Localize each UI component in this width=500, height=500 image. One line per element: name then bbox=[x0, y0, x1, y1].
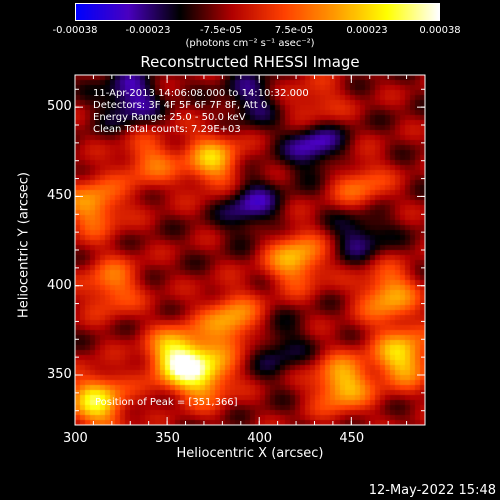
y-tick-label: 350 bbox=[47, 367, 72, 382]
colorbar-tick-label: -7.5e-05 bbox=[200, 25, 242, 36]
clean-counts-text: Clean Total counts: 7.29E+03 bbox=[93, 124, 241, 135]
colorbar-tick-label: -0.00023 bbox=[125, 25, 171, 36]
chart-title: Reconstructed RHESSI Image bbox=[140, 53, 360, 71]
rhessi-image bbox=[75, 75, 425, 425]
y-axis-label: Heliocentric Y (arcsec) bbox=[16, 172, 32, 318]
y-tick-label: 500 bbox=[47, 99, 72, 115]
y-tick-label: 450 bbox=[47, 188, 72, 204]
x-tick-label: 450 bbox=[339, 431, 365, 446]
colorbar bbox=[75, 3, 440, 21]
time-range-text: 11-Apr-2013 14:06:08.000 to 14:10:32.000 bbox=[93, 88, 309, 99]
colorbar-unit: (photons cm⁻² s⁻¹ asec⁻²) bbox=[185, 38, 315, 49]
x-tick-label: 400 bbox=[247, 431, 273, 446]
y-tick-label: 400 bbox=[47, 277, 72, 293]
peak-position-text: Position of Peak = [351,366] bbox=[95, 397, 238, 408]
footer-date: 12-May-2022 15:48 bbox=[368, 483, 496, 498]
x-tick-label: 300 bbox=[63, 431, 88, 446]
colorbar-tick-label: 0.00023 bbox=[346, 25, 388, 36]
energy-range-text: Energy Range: 25.0 - 50.0 keV bbox=[93, 112, 246, 123]
colorbar-tick-label: -0.00038 bbox=[52, 25, 98, 36]
colorbar-tick-label: 7.5e-05 bbox=[274, 25, 314, 36]
x-tick-label: 350 bbox=[155, 431, 180, 446]
colorbar-tick-label: 0.00038 bbox=[419, 25, 461, 36]
x-axis-label: Heliocentric X (arcsec) bbox=[176, 446, 324, 461]
detectors-text: Detectors: 3F 4F 5F 6F 7F 8F, Att 0 bbox=[93, 100, 268, 111]
